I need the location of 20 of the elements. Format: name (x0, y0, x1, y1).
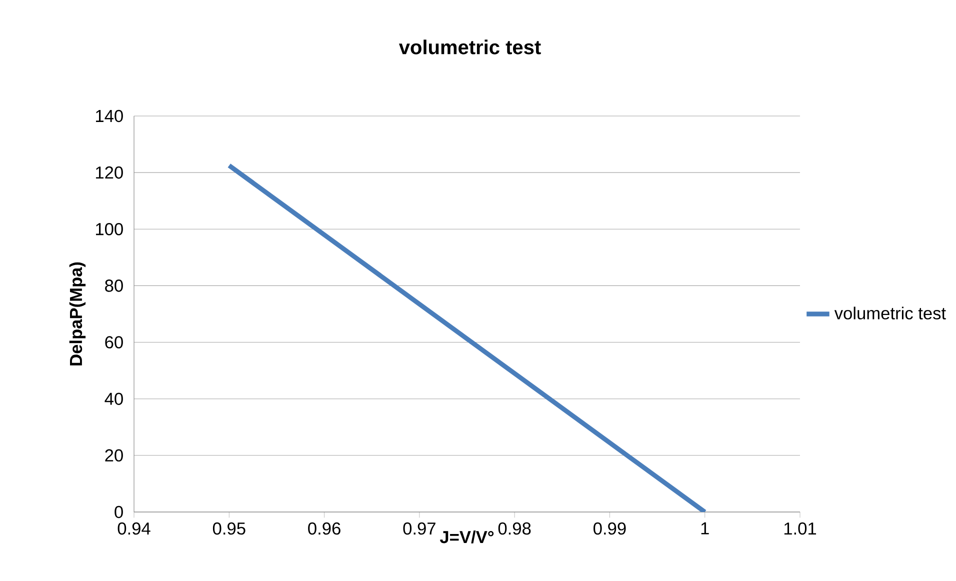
chart-title: volumetric test (398, 40, 541, 54)
y-tick-label: 60 (105, 336, 123, 348)
x-tick-label: 1 (701, 522, 709, 534)
legend-label: volumetric test (834, 306, 946, 320)
y-tick-label: 140 (96, 110, 123, 122)
x-tick-label: 0.96 (308, 522, 340, 535)
x-axis-title: J=V/V° (440, 530, 494, 544)
y-tick-label: 80 (105, 280, 123, 292)
y-tick-label: 0 (114, 506, 123, 518)
y-tick-label: 120 (96, 166, 123, 179)
y-tick-label: 100 (96, 222, 123, 236)
x-tick-label: 1.01 (784, 522, 816, 535)
y-tick-label: 20 (105, 449, 123, 462)
x-tick-label: 0.98 (498, 522, 531, 535)
x-tick-label: 0.95 (212, 522, 246, 535)
x-tick-label: 0.94 (118, 522, 150, 535)
x-tick-label: 0.97 (403, 522, 436, 535)
y-axis-title: DelpaP(Mpa) (69, 262, 86, 366)
y-tick-label: 40 (104, 392, 123, 405)
x-tick-label: 0.99 (594, 522, 626, 535)
